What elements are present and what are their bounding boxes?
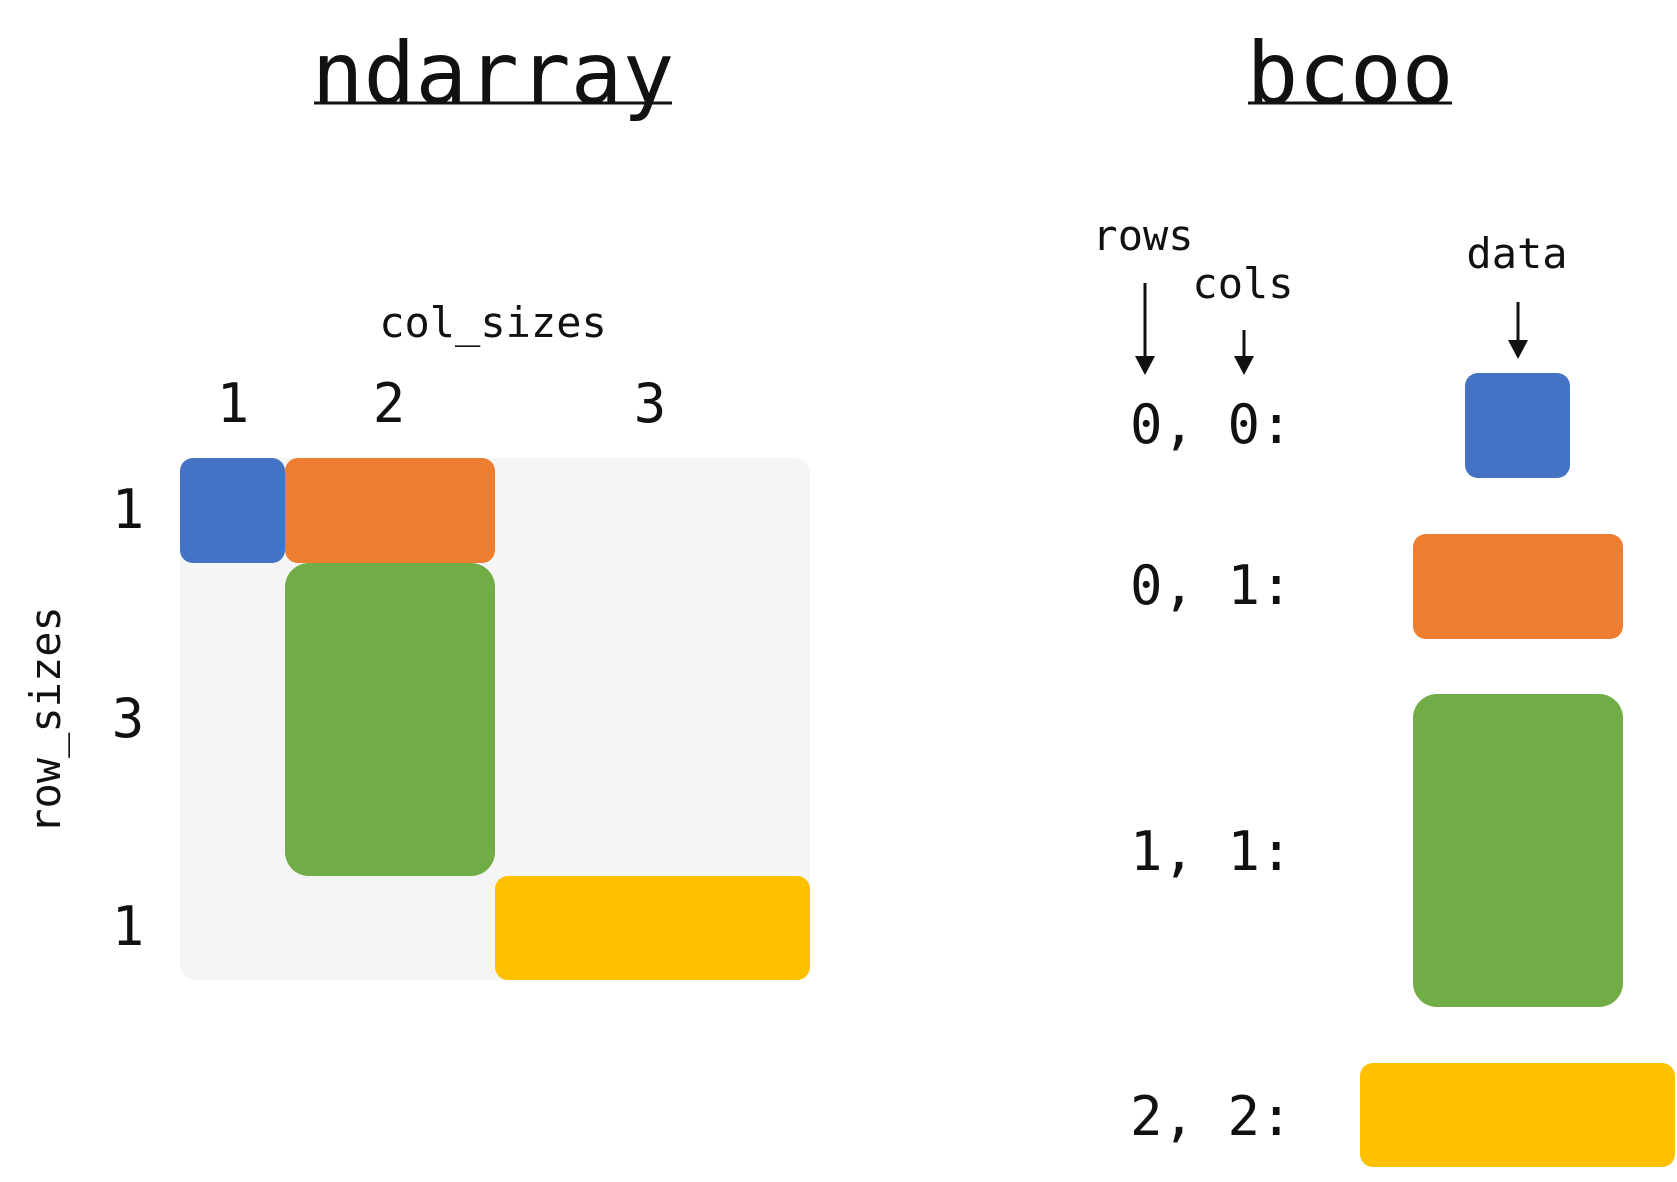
ndarray-block-1-1	[285, 563, 495, 876]
rows-label: rows	[1092, 211, 1193, 260]
bcoo-data-block-3	[1360, 1063, 1675, 1167]
bcoo-coord-1: 0, 1:	[1130, 554, 1293, 617]
bcoo-coord-0: 0, 0:	[1130, 393, 1293, 456]
ndarray-block-0-0	[180, 458, 285, 563]
ndarray-block-0-1	[285, 458, 495, 563]
data-arrow-icon	[1508, 302, 1528, 359]
bcoo-coord-3: 2, 2:	[1130, 1085, 1293, 1148]
ndarray-title: ndarray	[312, 24, 674, 124]
bcoo-panel: bcoo rows cols data 0, 0: 0, 1: 1, 1: 2,…	[1092, 24, 1675, 1167]
bcoo-data-block-0	[1465, 373, 1570, 478]
col-size-3: 3	[634, 372, 667, 435]
bcoo-data-block-1	[1413, 534, 1623, 639]
row-size-3: 1	[112, 895, 145, 958]
ndarray-block-2-2	[495, 876, 810, 980]
cols-label: cols	[1192, 259, 1293, 308]
bcoo-title: bcoo	[1246, 24, 1453, 124]
row-sizes-label: row_sizes	[21, 606, 70, 834]
data-label: data	[1466, 229, 1567, 278]
ndarray-panel: ndarray col_sizes 1 2 3 1 3 1 row_sizes	[21, 24, 810, 980]
bcoo-coord-2: 1, 1:	[1130, 820, 1293, 883]
rows-arrow-icon	[1135, 283, 1155, 375]
bcoo-data-block-2	[1413, 694, 1623, 1007]
col-size-1: 1	[217, 372, 250, 435]
row-size-2: 3	[112, 687, 145, 750]
col-size-2: 2	[373, 372, 406, 435]
col-sizes-label: col_sizes	[379, 298, 607, 347]
row-size-1: 1	[112, 478, 145, 541]
cols-arrow-icon	[1234, 330, 1254, 375]
